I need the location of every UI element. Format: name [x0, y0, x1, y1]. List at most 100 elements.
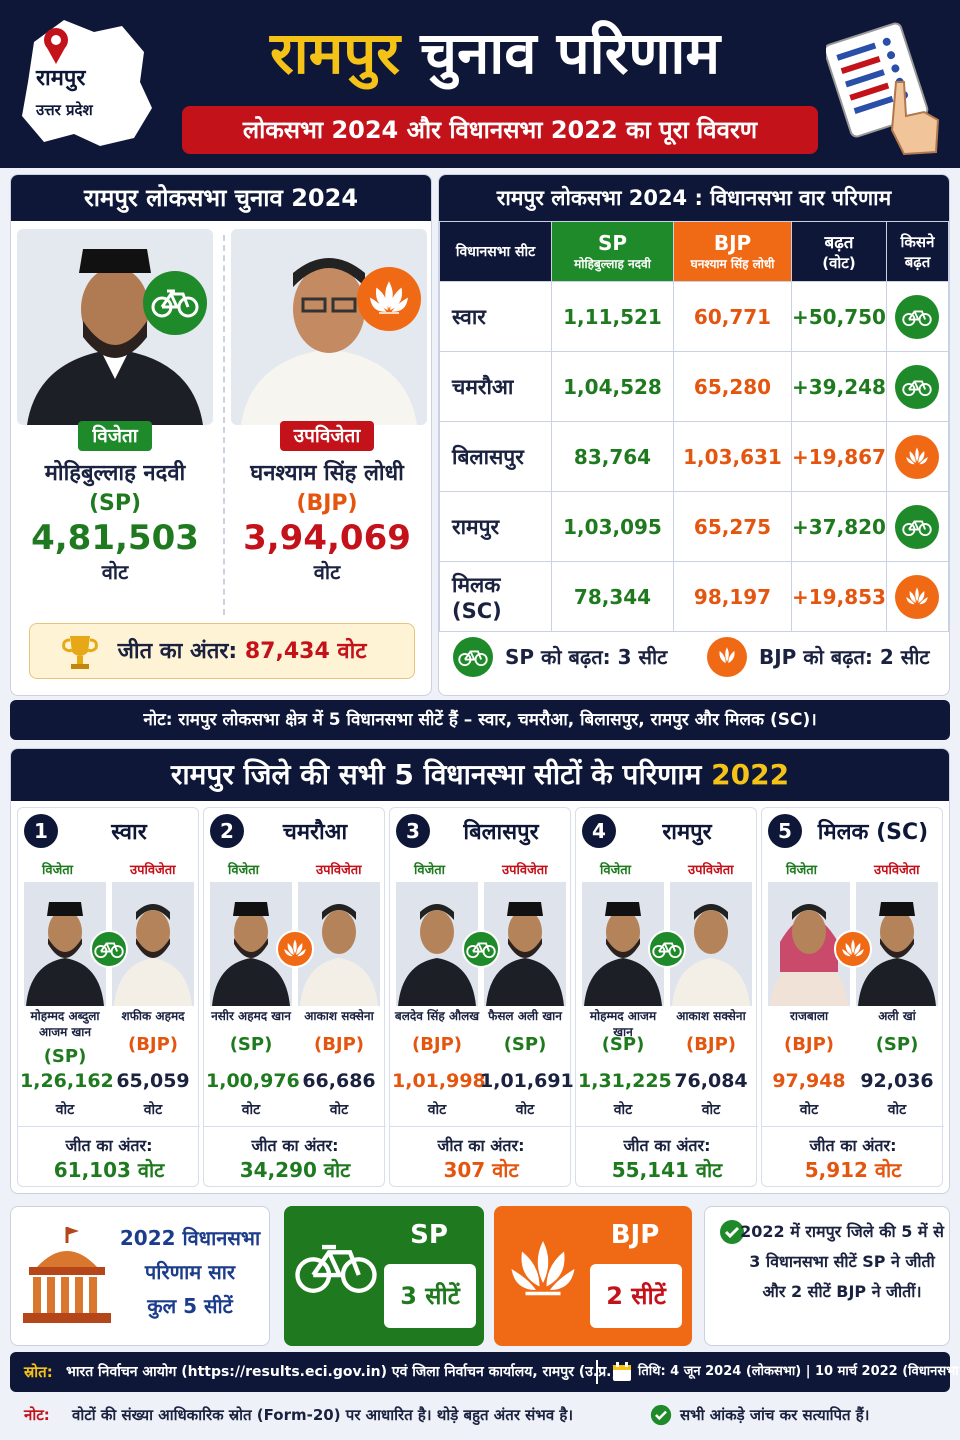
- margin-value: 61,103 वोट: [53, 1158, 165, 1182]
- row-sp-votes: 1,04,528: [551, 351, 674, 422]
- row-leader: [885, 561, 949, 632]
- map-label: रामपुर: [36, 66, 86, 91]
- parliament-building-icon: [23, 1227, 111, 1323]
- row-leader: [885, 421, 949, 492]
- date-text: तिथि: 4 जून 2024 (लोकसभा) | 10 मार्च 202…: [638, 1364, 960, 1379]
- winner-label: विजेता: [786, 863, 818, 878]
- margin-label: जीत का अंतर:: [809, 1136, 897, 1155]
- winner-name: मोहिबुल्लाह नदवी: [44, 461, 186, 486]
- bjp-summary-seats: 2 सीटें: [590, 1264, 682, 1328]
- runner-name: फैसल अली खान: [488, 1009, 562, 1023]
- seatwise-row: रामपुर 1,03,095 65,275 +37,820: [439, 491, 949, 562]
- winner-card: विजेता मोहिबुल्लाह नदवी (SP) 4,81,503 वो…: [15, 421, 215, 585]
- margin-value: 34,290 वोट: [239, 1158, 351, 1182]
- win-margin-label: जीत का अंतर:: [117, 639, 238, 664]
- seat-divider: [762, 1126, 944, 1127]
- legend-bjp: BJP को बढ़त: 2 सीट: [759, 645, 930, 669]
- runner-votes: 1,01,691: [480, 1070, 574, 1092]
- vidhansabha-title: रामपुर जिले की सभी 5 विधानस्भा सीटों के …: [11, 749, 949, 801]
- cycle-symbol-icon: [648, 930, 686, 968]
- winner-party: (SP): [601, 1034, 645, 1055]
- runner-tag: उपविजेता: [279, 421, 375, 451]
- runner-card: उपविजेता घनश्याम सिंह लोधी (BJP) 3,94,06…: [227, 421, 427, 585]
- runner-votes-label: वोट: [313, 560, 341, 584]
- runner-party: (BJP): [685, 1034, 737, 1055]
- lotus-symbol-icon: [834, 930, 872, 968]
- margin-label: जीत का अंतर:: [65, 1136, 153, 1155]
- seatwise-table: विधानसभा सीट SP मोहिबुल्लाह नदवी BJP घनश्य…: [439, 221, 949, 632]
- winner-votes-label: वोट: [241, 1102, 261, 1118]
- runner-votes: 92,036: [860, 1070, 934, 1092]
- runner-votes: 3,94,069: [243, 518, 411, 558]
- runner-party: (BJP): [313, 1034, 365, 1055]
- loksabha-title: रामपुर लोकसभा चुनाव 2024: [11, 175, 431, 221]
- runner-votes-label: वोट: [887, 1102, 907, 1118]
- runner-label: उपविजेता: [688, 863, 734, 878]
- winner-party: (SP): [229, 1034, 273, 1055]
- summary-label: 2022 विधानसभा परिणाम सार कुल 5 सीटें: [115, 1221, 265, 1323]
- winner-tag: विजेता: [78, 421, 152, 451]
- runner-name: आकाश सक्सेना: [304, 1009, 374, 1023]
- winner-votes-label: वोट: [55, 1102, 75, 1118]
- winner-name: बलदेव सिंह औलख: [394, 1009, 480, 1023]
- bjp-summary-label: BJP: [610, 1220, 660, 1250]
- summary-text-box: 2022 में रामपुर जिले की 5 में से 3 विधान…: [704, 1206, 950, 1346]
- loksabha-panel: रामपुर लोकसभा चुनाव 2024 विजेता मोहिबुल्…: [10, 174, 432, 696]
- map-state: उत्तर प्रदेश: [36, 101, 93, 119]
- winner-photo: [768, 882, 850, 1006]
- cycle-symbol-icon: [895, 364, 940, 409]
- seatwise-header-row: विधानसभा सीट SP मोहिबुल्लाह नदवी BJP घनश्य…: [439, 221, 949, 282]
- runner-label: उपविजेता: [130, 863, 176, 878]
- row-bjp-votes: 60,771: [673, 281, 792, 352]
- row-sp-votes: 83,764: [551, 421, 674, 492]
- col-bjp-label: BJP: [713, 231, 752, 255]
- runner-party: (BJP): [127, 1034, 179, 1055]
- runner-party: (SP): [875, 1034, 919, 1055]
- cycle-symbol-icon: [895, 504, 940, 549]
- cycle-symbol-icon: [462, 930, 500, 968]
- sp-summary-seats: 3 सीटें: [384, 1264, 476, 1328]
- col-bjp-sub: घनश्याम सिंह लोधी: [690, 257, 775, 271]
- header: रामपुर उत्तर प्रदेश रामपुर चुनाव परिणाम …: [0, 0, 960, 168]
- seatwise-row: स्वार 1,11,521 60,771 +50,750: [439, 281, 949, 352]
- row-sp-votes: 78,344: [551, 561, 674, 632]
- cycle-symbol-icon: [895, 294, 940, 339]
- runner-votes: 76,084: [674, 1070, 748, 1092]
- seat-number: 3: [396, 814, 430, 848]
- winner-votes: 1,26,162: [20, 1070, 114, 1092]
- seatwise-panel: रामपुर लोकसभा 2024 : विधानसभा वार परिणाम…: [438, 174, 950, 696]
- check-circle-icon: [650, 1404, 672, 1426]
- margin-label: जीत का अंतर:: [623, 1136, 711, 1155]
- winner-label: विजेता: [600, 863, 632, 878]
- winner-votes: 1,31,225: [578, 1070, 672, 1092]
- seat-number: 4: [582, 814, 616, 848]
- seat-name: स्वार: [111, 820, 147, 845]
- seat-divider: [204, 1126, 386, 1127]
- winner-name: मोहम्मद आजम खान: [589, 1009, 657, 1039]
- winner-label: विजेता: [414, 863, 446, 878]
- winner-label: विजेता: [42, 863, 74, 878]
- row-seat: मिलक (SC): [439, 561, 552, 632]
- row-seat: चमरौआ: [439, 351, 552, 422]
- runner-name: अली खां: [878, 1009, 916, 1023]
- seat-card: 2 चमरौआ विजेता उपविजेता नसीर अहमद खान आक…: [203, 807, 386, 1187]
- runner-label: उपविजेता: [874, 863, 920, 878]
- runner-name: घनश्याम सिंह लोधी: [250, 461, 404, 486]
- seat-divider: [576, 1126, 758, 1127]
- col-who: किसने बढ़त: [885, 221, 949, 282]
- seatwise-row: चमरौआ 1,04,528 65,280 +39,248: [439, 351, 949, 422]
- lotus-symbol-icon: [357, 267, 421, 331]
- col-lead-sub: (वोट): [822, 254, 856, 272]
- seat-card: 1 स्वार विजेता उपविजेता मोहम्मद अब्दुला …: [17, 807, 200, 1187]
- runner-name: शफीक अहमद: [121, 1009, 185, 1023]
- winner-votes: 1,00,976: [206, 1070, 300, 1092]
- row-sp-votes: 1,11,521: [551, 281, 674, 352]
- verified-text: सभी आंकड़े जांच कर सत्यापित हैं।: [680, 1406, 870, 1424]
- winner-votes: 97,948: [772, 1070, 846, 1092]
- cycle-symbol-icon: [295, 1244, 377, 1293]
- lotus-symbol-icon: [511, 1241, 575, 1296]
- col-seat: विधानसभा सीट: [439, 221, 552, 282]
- winner-votes: 4,81,503: [31, 518, 199, 558]
- summary-line1: 2022 विधानसभा: [119, 1226, 261, 1250]
